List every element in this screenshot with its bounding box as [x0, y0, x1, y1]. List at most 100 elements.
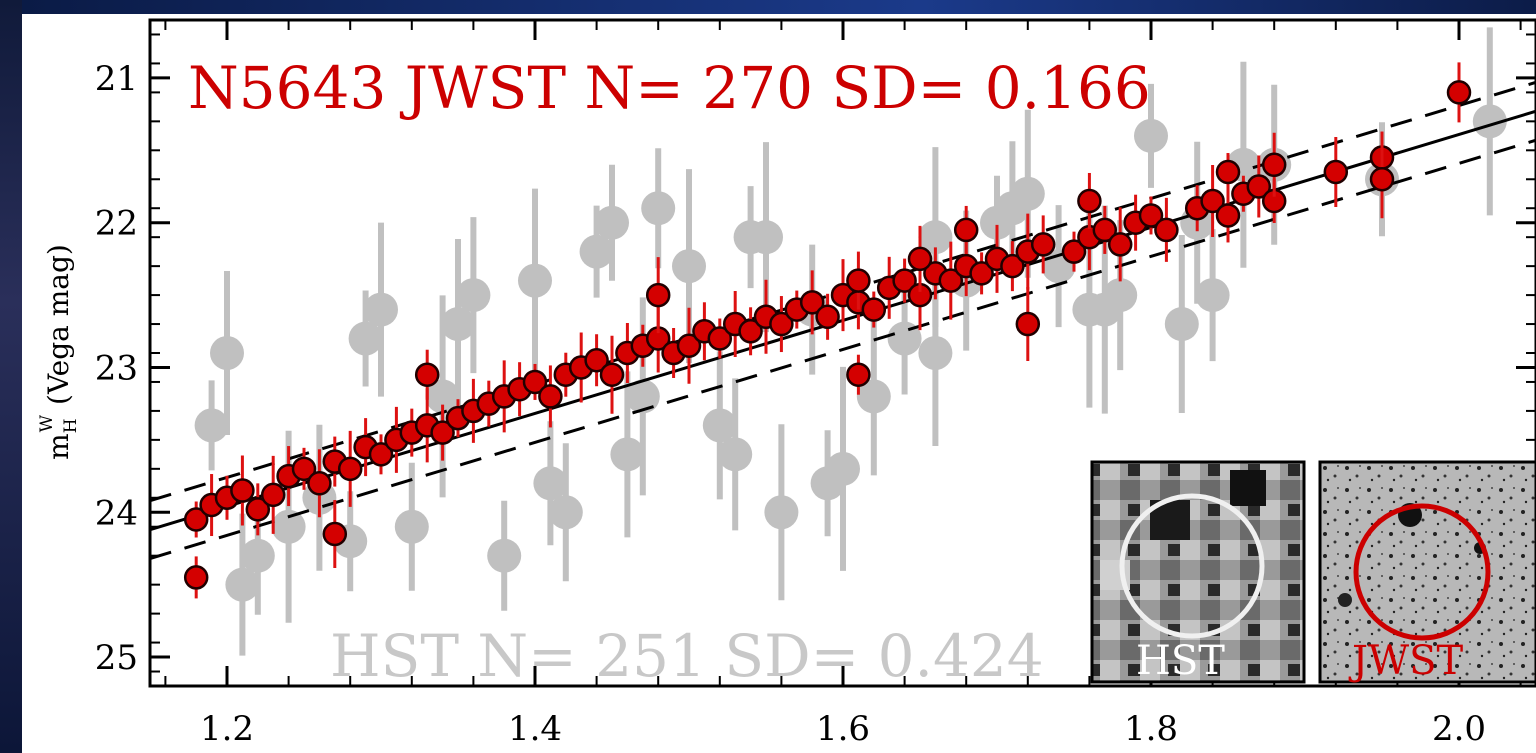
y-axis-label: mHW (Vega mag) [37, 244, 81, 460]
x-tick-label: 2.0 [1432, 709, 1486, 749]
y-tick-label: 24 [95, 493, 138, 533]
jwst-inset-label: JWST [1348, 638, 1464, 684]
hst-point [487, 538, 522, 573]
hst-point [210, 336, 244, 370]
axes: 1.2 1.4 1.6 1.8 2.0 21 22 23 24 25 [95, 20, 1536, 749]
chart-title: N5643 JWST N= 270 SD= 0.166 [188, 54, 1151, 122]
jwst-point [522, 369, 548, 395]
x-tick-label: 1.6 [816, 709, 870, 749]
hst-point [625, 379, 660, 414]
jwst-series [183, 62, 1472, 599]
hst-point [749, 220, 783, 255]
jwst-point [1077, 188, 1102, 214]
hst-inset: HST [1090, 460, 1306, 684]
jwst-point [1154, 217, 1179, 243]
hst-point [1472, 104, 1507, 139]
jwst-point [183, 565, 209, 590]
hst-point [533, 466, 568, 501]
jwst-point [892, 268, 917, 293]
y-axis-label-sub: H [61, 418, 81, 433]
hst-point [610, 437, 645, 472]
jwst-point [1015, 311, 1041, 337]
hst-inset-label: HST [1136, 638, 1225, 684]
hst-point [348, 321, 383, 356]
hst-point [856, 379, 891, 414]
jwst-point [769, 311, 794, 337]
jwst-point [799, 290, 825, 315]
hst-point [764, 495, 799, 530]
jwst-point [846, 362, 871, 387]
jwst-point [260, 482, 286, 508]
jwst-point [307, 471, 332, 496]
hst-point [718, 437, 753, 472]
jwst-inset: JWST [1318, 460, 1536, 684]
hst-point [579, 234, 614, 269]
jwst-point [1092, 217, 1118, 243]
jwst-aperture-circle [1353, 503, 1491, 641]
jwst-point [1200, 188, 1225, 214]
hst-point [1195, 278, 1230, 313]
jwst-point [907, 246, 933, 272]
jwst-point [291, 456, 317, 482]
hst-point [194, 408, 229, 443]
hst-point [810, 466, 845, 501]
jwst-point [368, 442, 394, 467]
hst-point [225, 567, 260, 602]
fit-band-lower [149, 138, 1536, 561]
hst-point [641, 191, 676, 226]
y-tick-label: 22 [95, 204, 138, 244]
jwst-point [584, 347, 609, 373]
y-tick-label: 25 [95, 638, 138, 678]
jwst-point [1215, 203, 1241, 228]
y-axis-label-units: (Vega mag) [42, 244, 75, 405]
background-starfield-edge [0, 0, 22, 753]
jwst-point [1215, 159, 1241, 185]
hst-stats-label: HST N= 251 SD= 0.424 [330, 622, 1044, 690]
hst-point [702, 408, 737, 443]
jwst-point [230, 478, 255, 503]
jwst-point [645, 282, 671, 308]
hst-point [518, 263, 552, 298]
x-tick-label: 1.8 [1124, 709, 1178, 749]
jwst-point [1138, 203, 1164, 228]
hst-point [1164, 307, 1199, 342]
hst-point [364, 292, 398, 327]
jwst-point [337, 456, 363, 482]
jwst-point [1030, 232, 1056, 257]
jwst-point [969, 261, 994, 286]
background-banner [0, 0, 1536, 14]
jwst-point [846, 268, 871, 293]
y-axis-label-sup: W [37, 414, 57, 432]
jwst-point [414, 362, 440, 387]
hst-point [672, 249, 706, 284]
hst-point [918, 336, 953, 370]
y-tick-label: 21 [95, 59, 138, 99]
hst-point [240, 538, 275, 573]
jwst-point [1261, 152, 1287, 178]
x-tick-label: 1.2 [200, 709, 254, 749]
hst-point [995, 191, 1030, 226]
hst-point [1087, 292, 1122, 327]
jwst-point [707, 326, 733, 351]
jwst-point [676, 333, 702, 359]
hst-point [595, 205, 629, 240]
hst-point [271, 509, 306, 544]
jwst-point [1446, 80, 1472, 105]
jwst-point [538, 384, 563, 409]
jwst-point [1061, 239, 1087, 264]
hst-point [548, 495, 583, 530]
hst-point [441, 307, 475, 342]
jwst-point [861, 297, 887, 322]
jwst-point [938, 268, 964, 293]
jwst-point [322, 521, 348, 547]
y-tick-label: 23 [95, 348, 138, 388]
hst-point [394, 509, 429, 544]
jwst-point [245, 497, 271, 522]
y-axis-label-main: m [42, 433, 75, 460]
jwst-point [599, 362, 625, 387]
hst-point [918, 220, 953, 255]
jwst-point [738, 319, 763, 344]
svg-text:mHW(Vega mag): mHW (Vega mag) [37, 244, 81, 460]
jwst-point [1000, 253, 1025, 279]
